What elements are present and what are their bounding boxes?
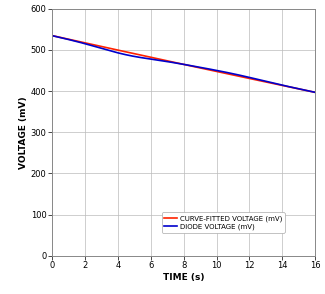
DIODE VOLTAGE (mV) <box>66 38 70 41</box>
CURVE-FITTED VOLTAGE (mV) <box>66 37 70 41</box>
DIODE VOLTAGE (mV) <box>277 83 280 86</box>
CURVE-FITTED VOLTAGE (mV) <box>313 91 317 94</box>
CURVE-FITTED VOLTAGE (mV) <box>250 77 254 81</box>
CURVE-FITTED VOLTAGE (mV) <box>203 67 207 71</box>
CURVE-FITTED VOLTAGE (mV) <box>277 83 280 86</box>
Line: DIODE VOLTAGE (mV): DIODE VOLTAGE (mV) <box>52 36 315 92</box>
DIODE VOLTAGE (mV) <box>210 68 214 71</box>
DIODE VOLTAGE (mV) <box>50 34 54 37</box>
CURVE-FITTED VOLTAGE (mV) <box>50 34 54 37</box>
DIODE VOLTAGE (mV) <box>203 66 207 70</box>
CURVE-FITTED VOLTAGE (mV) <box>210 69 214 72</box>
DIODE VOLTAGE (mV) <box>313 91 317 94</box>
DIODE VOLTAGE (mV) <box>250 76 254 80</box>
Line: CURVE-FITTED VOLTAGE (mV): CURVE-FITTED VOLTAGE (mV) <box>52 36 315 92</box>
DIODE VOLTAGE (mV) <box>218 69 222 73</box>
CURVE-FITTED VOLTAGE (mV) <box>218 70 222 74</box>
Legend: CURVE-FITTED VOLTAGE (mV), DIODE VOLTAGE (mV): CURVE-FITTED VOLTAGE (mV), DIODE VOLTAGE… <box>162 212 285 233</box>
Y-axis label: VOLTAGE (mV): VOLTAGE (mV) <box>19 96 28 169</box>
X-axis label: TIME (s): TIME (s) <box>163 273 204 282</box>
